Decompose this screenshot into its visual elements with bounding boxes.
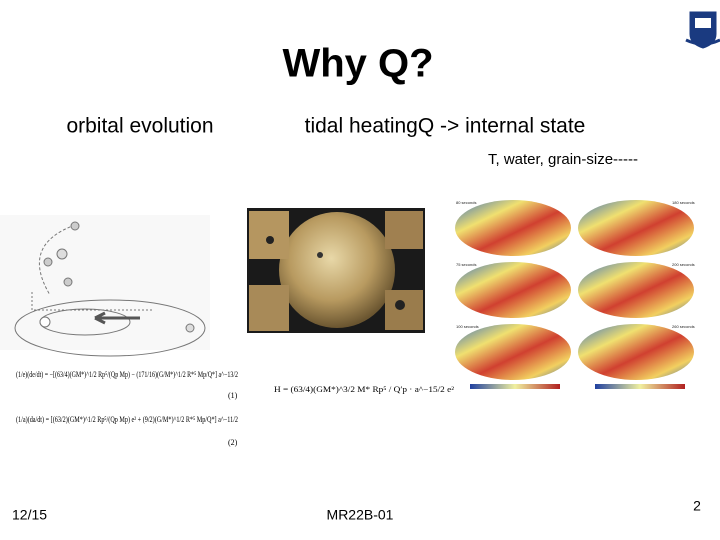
orbit-diagram [0, 215, 210, 357]
io-image [247, 208, 425, 333]
title: Why Q? [282, 42, 433, 86]
right-subheading: T, water, grain-size----- [488, 151, 638, 168]
map-label: 260 seconds [672, 324, 695, 329]
map-label: 200 seconds [672, 262, 695, 267]
page-number: 2 [693, 498, 701, 514]
logo [685, 11, 720, 49]
map-label: 180 seconds [672, 200, 695, 205]
heating-equation: H = (63/4)(GM*)^3/2 M* Rp⁵ / Q′p · a^−15… [274, 385, 455, 394]
map-label: 75 seconds [456, 262, 476, 267]
map-label: 100 seconds [456, 324, 479, 329]
equation: (1/e)(de/dt) = −[(63/4)(GM*)^1/2 Rp⁵/(Qp… [16, 370, 238, 379]
heating-maps [452, 195, 695, 425]
equation: (1/a)(da/dt) = [(63/2)(GM*)^1/2 Rp⁵/(Qp … [16, 415, 238, 424]
equation-number: (2) [228, 438, 238, 447]
footer-center: MR22B-01 [327, 507, 394, 523]
map-label: 80 seconds [456, 200, 476, 205]
equation-number: (1) [228, 391, 238, 400]
left-heading: orbital evolution [66, 115, 213, 138]
right-heading: tidal heatingQ -> internal state [305, 115, 586, 138]
footer-date: 12/15 [12, 507, 47, 523]
